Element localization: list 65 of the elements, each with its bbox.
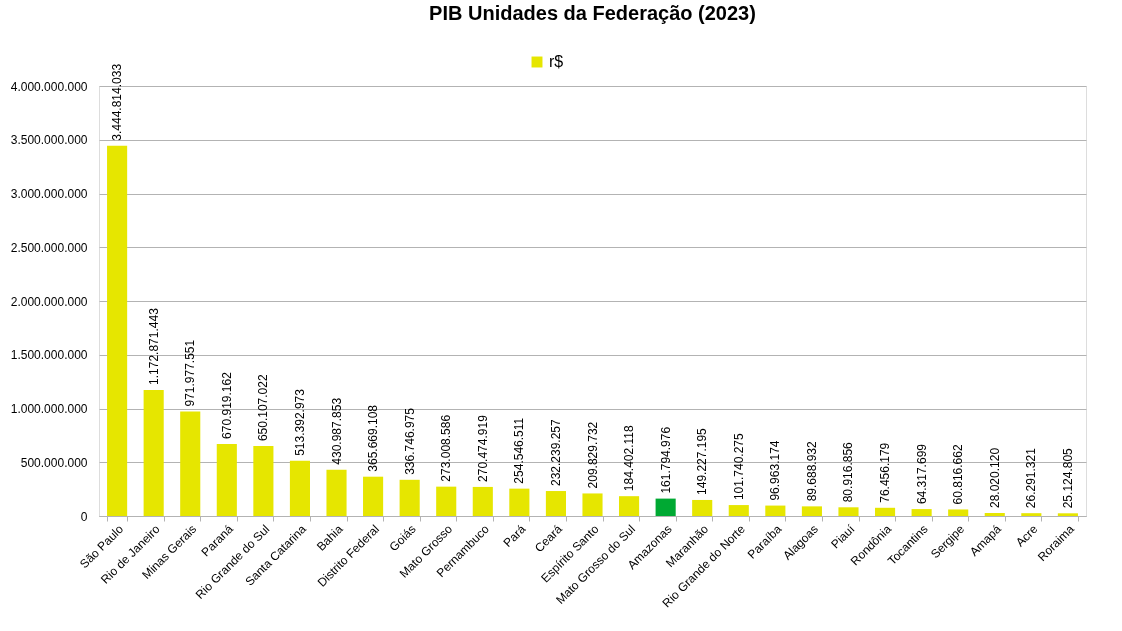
chart-title: PIB Unidades da Federação (2023) xyxy=(429,1,756,24)
data-label: 161.794.976 xyxy=(658,426,673,494)
bar xyxy=(289,460,310,516)
y-tick-label: 0 xyxy=(80,509,88,524)
data-label: 270.474.919 xyxy=(475,414,490,482)
data-label: 64.317.699 xyxy=(914,443,929,505)
y-tick-label: 1.500.000.000 xyxy=(10,348,88,363)
data-label: 430.987.853 xyxy=(329,397,344,465)
bar xyxy=(326,469,347,516)
data-label: 80.916.856 xyxy=(841,441,856,503)
bar xyxy=(472,486,493,516)
bar xyxy=(107,145,128,516)
bar xyxy=(1021,513,1042,516)
bar xyxy=(143,389,164,516)
bar xyxy=(765,505,786,516)
data-label: 232.239.257 xyxy=(548,418,563,487)
bar xyxy=(911,509,932,516)
bar xyxy=(545,491,566,516)
bar xyxy=(216,443,237,516)
bar xyxy=(436,486,457,516)
y-tick-label: 3.000.000.000 xyxy=(10,187,88,201)
bar xyxy=(984,512,1005,516)
data-label: 1.172.871.443 xyxy=(146,307,161,385)
data-label: 365.669.108 xyxy=(366,404,381,472)
data-label: 336.746.975 xyxy=(402,407,417,475)
data-label: 76.456.179 xyxy=(878,442,893,503)
y-tick-label: 2.500.000.000 xyxy=(10,240,88,255)
bar xyxy=(692,499,713,516)
data-label: 28.020.120 xyxy=(987,447,1002,508)
legend-label: r$ xyxy=(549,53,564,70)
bar xyxy=(582,493,603,516)
data-label: 89.688.932 xyxy=(804,440,819,502)
data-label: 96.963.174 xyxy=(768,440,783,501)
data-label: 670.919.162 xyxy=(219,371,234,439)
data-label: 60.816.662 xyxy=(951,444,966,505)
bar xyxy=(253,446,274,516)
data-label: 209.829.732 xyxy=(585,421,600,489)
data-label: 101.740.275 xyxy=(731,433,746,501)
bar xyxy=(1057,513,1078,516)
bar xyxy=(728,505,749,516)
data-label: 513.392.973 xyxy=(292,388,307,456)
data-label: 25.124.805 xyxy=(1060,447,1075,509)
bar xyxy=(363,476,384,516)
bar xyxy=(180,411,201,516)
y-tick-label: 2.000.000.000 xyxy=(10,294,88,309)
data-label: 971.977.551 xyxy=(183,339,198,407)
bar xyxy=(619,496,640,516)
y-tick-label: 500.000.000 xyxy=(20,455,88,470)
bar xyxy=(655,498,676,516)
data-label: 26.291.321 xyxy=(1024,447,1039,509)
bar xyxy=(509,488,530,516)
bar xyxy=(801,506,822,516)
data-label: 273.008.586 xyxy=(439,414,454,482)
bar xyxy=(875,507,896,516)
y-tick-label: 3.500.000.000 xyxy=(10,133,88,148)
data-label: 650.107.022 xyxy=(256,374,271,442)
y-tick-label: 1.000.000.000 xyxy=(10,402,88,416)
data-label: 254.546.511 xyxy=(512,417,527,484)
data-label: 3.444.814.033 xyxy=(110,63,125,141)
y-tick-label: 4.000.000.000 xyxy=(10,79,88,94)
data-label: 149.227.195 xyxy=(695,427,710,495)
bar xyxy=(948,509,969,516)
bar xyxy=(399,479,420,516)
data-label: 184.402.118 xyxy=(622,425,637,492)
bar xyxy=(838,507,859,516)
